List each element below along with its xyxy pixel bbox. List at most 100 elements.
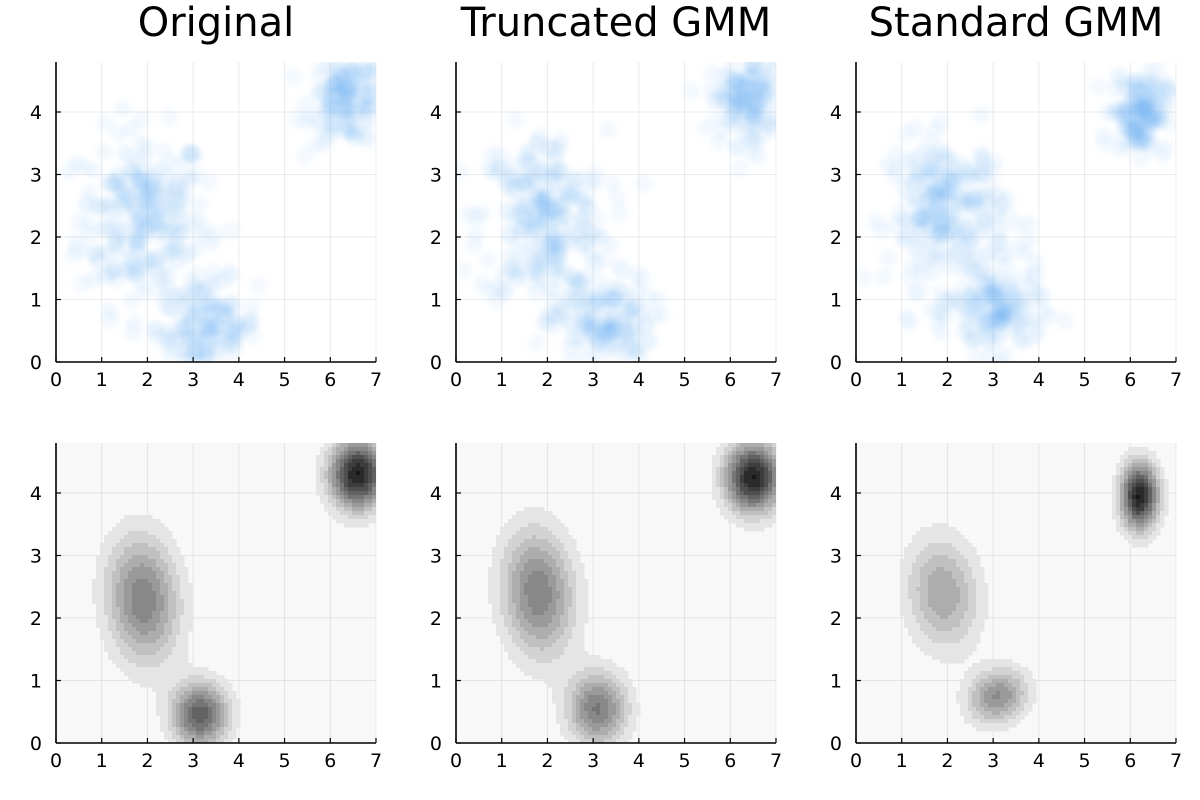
contour-cell: [124, 579, 129, 584]
contour-cell: [168, 723, 173, 728]
contour-cell: [136, 527, 141, 532]
contour-cell: [104, 583, 109, 588]
contour-cell: [720, 507, 725, 512]
contour-cell: [560, 579, 565, 584]
contour-cell: [620, 723, 625, 728]
contour-cell: [224, 691, 229, 696]
contour-cell: [508, 579, 513, 584]
contour-cell: [608, 667, 613, 672]
contour-cell: [180, 687, 185, 692]
contour-cell: [188, 607, 193, 612]
contour-cell: [224, 679, 229, 684]
contour-cell: [728, 495, 733, 500]
contour-cell: [108, 639, 113, 644]
contour-cell: [1136, 523, 1141, 528]
contour-cell: [624, 699, 629, 704]
contour-cell: [176, 615, 181, 620]
contour-cell: [128, 623, 133, 628]
contour-cell: [740, 499, 745, 504]
contour-cell: [132, 579, 137, 584]
contour-cell: [144, 671, 149, 676]
scatter-point: [363, 97, 376, 116]
contour-cell: [764, 487, 769, 492]
contour-cell: [620, 715, 625, 720]
contour-cell: [572, 655, 577, 660]
contour-cell: [508, 567, 513, 572]
contour-cell: [120, 539, 125, 544]
contour-cell: [164, 595, 169, 600]
contour-cell: [152, 547, 157, 552]
scatter-point: [622, 343, 641, 362]
contour-cell: [584, 603, 589, 608]
contour-cell: [332, 459, 337, 464]
contour-cell: [548, 671, 553, 676]
contour-cell: [1124, 487, 1129, 492]
contour-cell: [104, 559, 109, 564]
contour-cell: [596, 667, 601, 672]
x-tick-label: 3: [187, 750, 199, 772]
contour-cell: [220, 707, 225, 712]
contour-cell: [148, 539, 153, 544]
contour-cell: [220, 719, 225, 724]
contour-cell: [532, 623, 537, 628]
contour-cell: [164, 587, 169, 592]
contour-cell: [168, 631, 173, 636]
contour-cell: [576, 551, 581, 556]
contour-cell: [748, 471, 753, 476]
contour-cell: [632, 727, 637, 732]
contour-cell: [200, 667, 205, 672]
contour-cell: [220, 679, 225, 684]
contour-cell: [512, 647, 517, 652]
contour-cell: [228, 739, 233, 743]
contour-cell: [168, 583, 173, 588]
contour-cell: [624, 687, 629, 692]
contour-cell: [512, 527, 517, 532]
contour-cell: [540, 559, 545, 564]
contour-cell: [576, 639, 581, 644]
contour-cell: [148, 515, 153, 520]
contour-cell: [324, 463, 329, 468]
contour-cell: [224, 711, 229, 716]
contour-cell: [564, 559, 569, 564]
contour-cell: [556, 675, 561, 680]
contour-cell: [1152, 467, 1157, 472]
contour-cell: [592, 727, 597, 732]
contour-cell: [208, 711, 213, 716]
contour-cell: [572, 575, 577, 580]
contour-cell: [596, 699, 601, 704]
contour-cell: [112, 619, 117, 624]
contour-cell: [600, 663, 605, 668]
contour-cell: [332, 475, 337, 480]
contour-cell: [536, 615, 541, 620]
contour-cell: [932, 523, 937, 528]
contour-cell: [180, 663, 185, 668]
contour-cell: [552, 687, 557, 692]
contour-cell: [552, 563, 557, 568]
contour-cell: [200, 671, 205, 676]
contour-cell: [512, 523, 517, 528]
contour-cell: [176, 555, 181, 560]
contour-cell: [548, 543, 553, 548]
contour-cell: [1116, 483, 1121, 488]
contour-cell: [96, 587, 101, 592]
contour-cell: [552, 671, 557, 676]
contour-cell: [508, 639, 513, 644]
contour-cell: [1164, 503, 1169, 508]
y-tick-label: 3: [30, 165, 42, 187]
contour-cell: [332, 471, 337, 476]
contour-cell: [336, 451, 341, 456]
contour-cell: [524, 667, 529, 672]
contour-cell: [116, 563, 121, 568]
contour-cell: [148, 655, 153, 660]
contour-cell: [1140, 519, 1145, 524]
scatter-point: [222, 221, 241, 240]
x-tick-label: 6: [324, 750, 336, 772]
contour-cell: [320, 451, 325, 456]
contour-cell: [596, 671, 601, 676]
contour-cell: [232, 711, 237, 716]
contour-cell: [212, 711, 217, 716]
contour-cell: [568, 711, 573, 716]
contour-cell: [152, 627, 157, 632]
contour-cell: [200, 739, 205, 743]
